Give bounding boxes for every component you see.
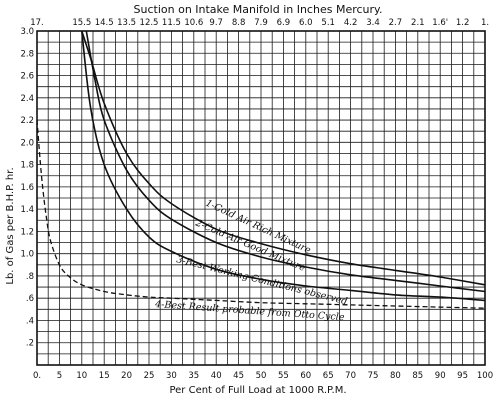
- y-tick-label: .4: [26, 316, 34, 326]
- top-tick-label: 14.5: [95, 18, 114, 28]
- x-tick-label: 50: [256, 371, 267, 381]
- x-tick-labels: 0. 5 10 15 20 25 30 35 40 45 50 55 60 65 70 75 80 85 90 95 1…: [33, 371, 493, 381]
- x-tick-label: 90: [435, 371, 446, 381]
- top-tick-label: 5.1: [321, 18, 335, 28]
- x-axis-label: Per Cent of Full Load at 1000 R.P.M.: [169, 385, 346, 396]
- x-tick-label: 25: [144, 371, 155, 381]
- top-tick-label: 1.: [481, 18, 489, 28]
- y-tick-label: 2.6: [20, 72, 34, 82]
- x-tick-label: 70: [345, 371, 356, 381]
- y-tick-label: .8: [26, 272, 34, 282]
- x-tick-label: 0.: [33, 371, 41, 381]
- y-tick-label: 1.2: [20, 227, 34, 237]
- x-tick-label: 5: [57, 371, 62, 381]
- x-tick-label: 30: [166, 371, 177, 381]
- top-tick-label: 9.7: [209, 18, 223, 28]
- x-tick-label: 55: [278, 371, 289, 381]
- x-tick-label: 45: [233, 371, 244, 381]
- series-line-1: [81, 30, 486, 286]
- top-tick-label: 7.9: [254, 18, 268, 28]
- top-tick-label: 12.5: [140, 18, 159, 28]
- top-tick-label: 1.2: [456, 18, 470, 28]
- top-axis-tick-labels: 17. 15.5 14.5 13.5 12.5 11.5 10.6 9.7 8.8 7.9 6.9 6…: [30, 18, 489, 28]
- top-tick-label: 2.7: [389, 18, 403, 28]
- top-tick-label: 6.0: [299, 18, 313, 28]
- top-tick-label: 13.5: [117, 18, 136, 28]
- x-tick-label: 85: [412, 371, 423, 381]
- series-line-3: [81, 30, 486, 302]
- x-tick-label: 20: [121, 371, 132, 381]
- x-tick-label: 15: [99, 371, 110, 381]
- x-tick-label: 65: [323, 371, 334, 381]
- y-tick-label: .2: [26, 339, 34, 349]
- y-tick-label: 1.8: [20, 161, 34, 171]
- top-tick-label: 10.6: [184, 18, 203, 28]
- plot-frame: [36, 30, 486, 366]
- top-tick-label: 6.9: [277, 18, 291, 28]
- x-tick-label: 75: [368, 371, 379, 381]
- chart-title: Suction on Intake Manifold in Inches Mer…: [134, 3, 383, 16]
- x-tick-label: 10: [76, 371, 87, 381]
- y-axis-label: Lb. of Gas per B.H.P. hr.: [5, 167, 16, 284]
- x-tick-label: 80: [390, 371, 401, 381]
- y-tick-label: 2.8: [20, 49, 34, 59]
- top-tick-label: 15.5: [72, 18, 91, 28]
- x-tick-label: 100: [477, 371, 493, 381]
- x-tick-label: 35: [188, 371, 199, 381]
- y-tick-label: 1.6: [20, 183, 34, 193]
- y-tick-label: 3.0: [20, 27, 34, 37]
- y-tick-label: 1.4: [20, 205, 34, 215]
- series-lines: [36, 30, 486, 309]
- top-tick-label: 11.5: [162, 18, 181, 28]
- top-tick-label: 3.4: [366, 18, 380, 28]
- y-tick-label: 1.0: [20, 250, 34, 260]
- x-tick-label: 95: [457, 371, 468, 381]
- top-tick-label: 17.: [30, 18, 44, 28]
- y-tick-label: 2.4: [20, 94, 34, 104]
- y-tick-label: .6: [26, 294, 34, 304]
- top-tick-label: 2.1: [411, 18, 425, 28]
- top-tick-label: 8.8: [232, 18, 246, 28]
- series-line-2: [85, 30, 486, 293]
- x-tick-label: 40: [211, 371, 222, 381]
- top-tick-label: 4.2: [344, 18, 358, 28]
- y-tick-label: 2.0: [20, 138, 34, 148]
- y-tick-label: 2.2: [20, 116, 34, 126]
- x-tick-label: 60: [300, 371, 311, 381]
- y-tick-labels: .2 .4 .6 .8 1.0 1.2 1.4 1.6 1.8 2.0 2.2 2.4 2.6 2.8 3.…: [20, 27, 34, 349]
- top-tick-label: 1.6': [432, 18, 448, 28]
- series-line-4: [36, 120, 486, 309]
